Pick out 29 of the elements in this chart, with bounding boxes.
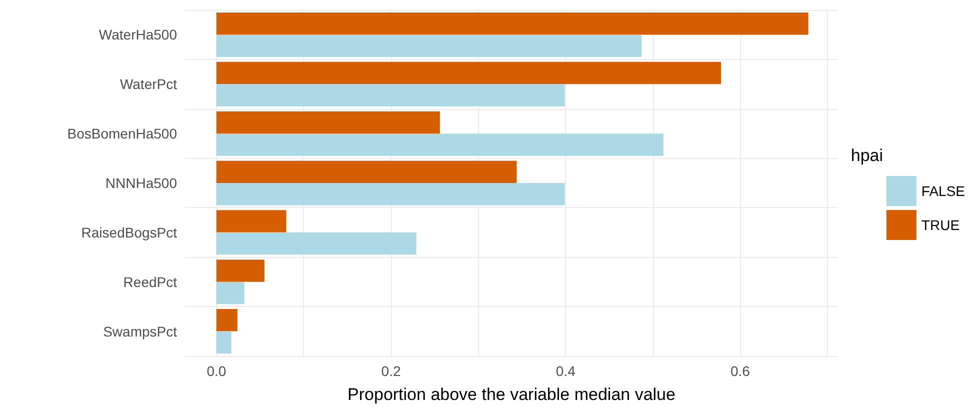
bar bbox=[216, 160, 517, 183]
y-tick-label: SwampsPct bbox=[103, 323, 178, 340]
legend-label: FALSE bbox=[921, 183, 966, 199]
x-axis-title: Proportion above the variable median value bbox=[348, 385, 676, 404]
x-tick-label: 0.6 bbox=[730, 363, 750, 379]
y-tick-label: RaisedBogsPct bbox=[81, 224, 178, 240]
bar bbox=[216, 12, 808, 35]
legend-title: hpai bbox=[850, 146, 883, 165]
bar bbox=[216, 210, 286, 232]
bar bbox=[216, 183, 565, 206]
bar bbox=[216, 282, 244, 304]
bar bbox=[216, 309, 238, 332]
bar bbox=[216, 62, 722, 84]
y-tick-label: WaterPct bbox=[120, 76, 178, 92]
legend-label: TRUE bbox=[921, 217, 960, 233]
y-tick-label: ReedPct bbox=[123, 274, 178, 290]
y-tick-label: NNNHa500 bbox=[105, 175, 178, 191]
bar bbox=[216, 260, 264, 282]
bar bbox=[216, 232, 416, 255]
bar bbox=[216, 331, 232, 354]
y-tick-label: BosBomenHa500 bbox=[67, 126, 178, 142]
y-tick-label: WaterHa500 bbox=[98, 26, 178, 43]
bar bbox=[216, 84, 565, 106]
bar bbox=[216, 34, 642, 57]
x-tick-label: 0.0 bbox=[206, 363, 226, 379]
x-tick-label: 0.2 bbox=[381, 363, 401, 379]
x-tick-label: 0.4 bbox=[556, 363, 576, 379]
bar bbox=[216, 111, 440, 134]
bar bbox=[216, 134, 664, 156]
